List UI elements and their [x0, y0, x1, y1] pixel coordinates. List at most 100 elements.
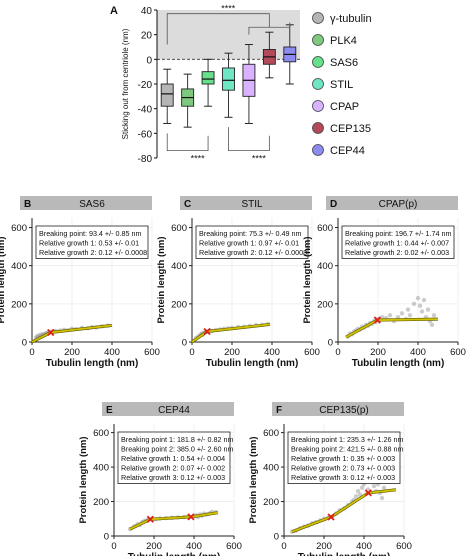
x-tick-label: 400 — [410, 347, 426, 358]
y-axis-label: Protein length (nm) — [0, 236, 7, 323]
legend-label: CEP44 — [330, 145, 365, 157]
panel-title-bar — [272, 402, 404, 416]
annotation-line: Breaking point: 75.3 +/- 0.49 nm — [199, 229, 302, 238]
x-tick-label: 200 — [64, 347, 80, 358]
legend-marker — [312, 34, 324, 46]
x-tick-label: 200 — [370, 347, 386, 358]
y-tick-label: -80 — [138, 154, 153, 165]
data-point — [415, 295, 421, 301]
legend-label: CPAP — [330, 101, 359, 113]
y-tick-label: 200 — [263, 497, 279, 508]
y-tick-label: 600 — [263, 428, 279, 439]
annotation-line: Relative growth 2: 0.12 +/- 0.0008 — [39, 248, 147, 257]
data-point — [379, 495, 385, 501]
data-point — [353, 494, 359, 499]
y-tick-label: 20 — [141, 31, 153, 42]
y-tick-label: 400 — [11, 261, 27, 272]
x-tick-label: 400 — [356, 541, 372, 552]
y-tick-label: 0 — [22, 338, 27, 349]
data-point — [387, 313, 393, 318]
box-3 — [222, 52, 235, 118]
x-axis-label: Tubulin length (nm) — [298, 552, 391, 556]
significance-label: **** — [191, 154, 206, 164]
y-axis-label: Sticking out from centriole (nm) — [121, 28, 130, 139]
y-tick-label: -60 — [138, 129, 153, 140]
data-point — [411, 301, 417, 307]
x-axis-label: Tubulin length (nm) — [206, 358, 299, 369]
annotation-line: Relative growth 3: 0.12 +/- 0.003 — [121, 473, 225, 482]
breakpoint-marker — [187, 513, 195, 521]
panel-title: CEP44 — [158, 405, 190, 416]
panel-title-bar — [102, 402, 234, 416]
bracket-top-inner — [248, 22, 291, 35]
box-1 — [181, 73, 195, 128]
annotation-line: Relative growth 2: 0.73 +/- 0.003 — [291, 464, 395, 473]
annotation-line: Relative growth 2: 0.07 +/- 0.002 — [121, 464, 225, 473]
annotation-box — [195, 225, 309, 259]
panel-a: A 40 20 0 -20 -40 -60 -80 Sticking out from cent… — [110, 4, 372, 165]
panel-title: CPAP(p) — [379, 199, 418, 210]
x-tick-label: 400 — [264, 347, 280, 358]
fit-line — [129, 511, 219, 530]
breakpoint-marker — [146, 515, 154, 523]
y-tick-label: 200 — [93, 497, 109, 508]
breakpoint-marker — [203, 327, 211, 336]
annotation-line: Breaking point: 93.4 +/- 0.85 nm — [39, 229, 142, 238]
legend-label: CEP135 — [330, 123, 371, 135]
box-6 — [283, 24, 297, 85]
annotation-box — [117, 431, 231, 484]
annotation-line: Relative growth 1: 0.97 +/- 0.01 — [199, 239, 299, 248]
y-tick-label: 600 — [11, 223, 27, 234]
y-tick-label: 0 — [182, 338, 187, 349]
annotation-line: Relative growth 1: 0.53 +/- 0.01 — [39, 239, 139, 248]
legend-marker — [312, 78, 324, 90]
panel-e: E CEP44 0 200 400 600 0 200 400 600 Tubulin length… — [78, 402, 242, 556]
annotation-line: Breaking point 1: 181.8 +/- 0.82 nm — [121, 435, 233, 444]
data-point — [399, 311, 405, 316]
panel-letter: F — [276, 405, 282, 416]
data-point — [425, 307, 431, 312]
legend-label: PLK4 — [330, 35, 357, 47]
data-point — [407, 313, 413, 318]
panel-letter: B — [24, 199, 31, 210]
x-tick-label: 400 — [186, 541, 202, 552]
data-point — [429, 322, 435, 328]
x-tick-label: 600 — [396, 541, 412, 552]
y-tick-label: 600 — [171, 223, 187, 234]
panel-title-bar — [20, 196, 152, 210]
bracket-bottom-left — [166, 133, 209, 151]
y-axis-label: Protein length (nm) — [302, 236, 313, 323]
annotation-line: Breaking point: 196.7 +/- 1.74 nm — [345, 229, 451, 238]
x-tick-label: 0 — [29, 347, 34, 358]
annotation-line: Relative growth 2: 0.02 +/- 0.003 — [345, 248, 449, 257]
x-tick-label: 200 — [316, 541, 332, 552]
legend-marker — [312, 122, 324, 134]
box-body — [160, 83, 174, 107]
legend-label: SAS6 — [330, 57, 358, 69]
x-axis-label: Tubulin length (nm) — [46, 358, 139, 369]
x-axis-label: Tubulin length (nm) — [352, 358, 445, 369]
bracket-bottom-right — [228, 127, 270, 151]
y-tick-label: 40 — [141, 6, 153, 17]
y-tick-label: -20 — [138, 80, 153, 91]
shaded-region — [157, 10, 300, 60]
bracket-top — [166, 13, 270, 45]
x-tick-label: 600 — [144, 347, 160, 358]
panel-title-bar — [326, 196, 458, 210]
legend-marker — [312, 144, 324, 156]
x-axis-label: Tubulin length (nm) — [128, 552, 221, 556]
y-tick-label: 600 — [317, 223, 333, 234]
x-tick-label: 600 — [304, 347, 320, 358]
significance-label: **** — [252, 154, 267, 164]
panel-d: D CPAP(p) 0 200 400 600 0 200 400 600 Tubulin leng… — [302, 196, 466, 369]
data-point — [381, 485, 387, 490]
annotation-line: Relative growth 2: 0.12 +/- 0.0008 — [199, 248, 307, 257]
y-tick-label: 200 — [11, 299, 27, 310]
y-tick-label: 0 — [146, 55, 152, 66]
y-tick-label: 200 — [317, 299, 333, 310]
legend: γ-tubulin PLK4 SAS6 STIL CPAP CEP135 CEP44 — [312, 12, 372, 157]
legend-label: STIL — [330, 79, 353, 91]
data-point — [359, 485, 365, 490]
annotation-box — [341, 225, 455, 259]
